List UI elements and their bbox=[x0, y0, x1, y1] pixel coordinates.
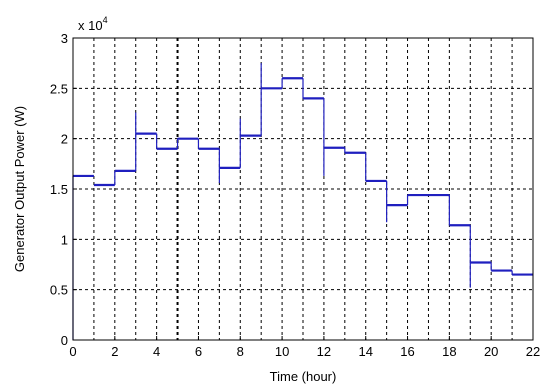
y-tick-label: 1.5 bbox=[50, 182, 68, 197]
y-tick-label: 1 bbox=[61, 232, 68, 247]
x-tick-label: 8 bbox=[237, 344, 244, 359]
y-tick-label: 0 bbox=[61, 333, 68, 348]
x-tick-label: 4 bbox=[153, 344, 160, 359]
y-multiplier-label: x 104 bbox=[78, 15, 108, 33]
x-tick-label: 0 bbox=[69, 344, 76, 359]
x-tick-label: 22 bbox=[526, 344, 540, 359]
y-tick-label: 0.5 bbox=[50, 283, 68, 298]
x-tick-label: 6 bbox=[195, 344, 202, 359]
y-axis-label: Generator Output Power (W) bbox=[12, 106, 27, 272]
x-tick-label: 10 bbox=[275, 344, 289, 359]
series-group bbox=[72, 63, 533, 340]
x-tick-label: 2 bbox=[111, 344, 118, 359]
x-tick-label: 16 bbox=[400, 344, 414, 359]
y-tick-label: 3 bbox=[61, 31, 68, 46]
x-tick-label: 18 bbox=[442, 344, 456, 359]
x-tick-label: 12 bbox=[317, 344, 331, 359]
x-axis-label: Time (hour) bbox=[270, 369, 337, 384]
y-multiplier-exponent: 4 bbox=[103, 15, 108, 25]
x-tick-label: 14 bbox=[358, 344, 372, 359]
x-axis-ticks: 0 2 4 6 8 10 12 14 16 18 20 22 bbox=[69, 336, 540, 359]
y-multiplier-base: x 10 bbox=[78, 18, 103, 33]
y-tick-label: 2 bbox=[61, 132, 68, 147]
x-tick-label: 20 bbox=[484, 344, 498, 359]
y-axis-ticks: 0 0.5 1 1.5 2 2.5 3 bbox=[50, 31, 77, 348]
y-tick-label: 2.5 bbox=[50, 81, 68, 96]
